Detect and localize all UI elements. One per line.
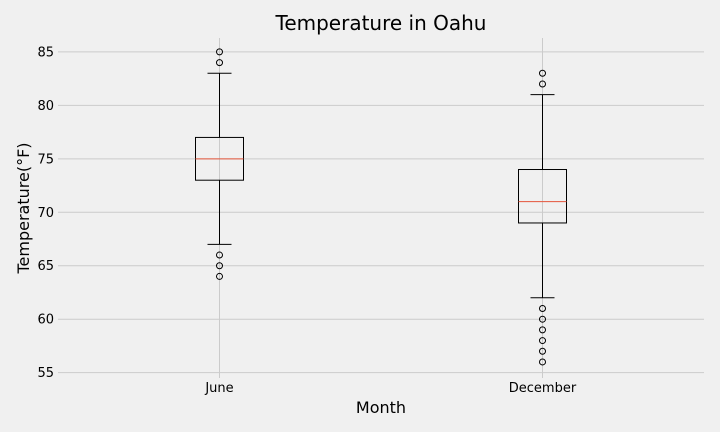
- outlier-point: [216, 262, 223, 270]
- outlier-point: [539, 315, 546, 323]
- x-tick-label: December: [509, 381, 577, 396]
- outlier-point: [216, 251, 223, 259]
- outlier-point: [539, 347, 546, 355]
- y-axis-ticks: 55 60 65 70 75 80 85: [37, 45, 54, 381]
- y-tick-label: 75: [37, 152, 54, 167]
- y-tick-label: 80: [37, 99, 54, 114]
- outlier-point: [216, 59, 223, 67]
- outlier-point: [539, 358, 546, 366]
- iqr-box: [518, 169, 567, 224]
- y-tick-label: 55: [37, 366, 54, 381]
- y-axis-label: Temperature(°F): [14, 142, 33, 274]
- outlier-point: [539, 305, 546, 313]
- boxes: [195, 48, 567, 366]
- y-tick-label: 65: [37, 259, 54, 274]
- outlier-point: [216, 48, 223, 56]
- y-tick-label: 85: [37, 45, 54, 60]
- y-tick-label: 70: [37, 206, 54, 221]
- outlier-point: [539, 326, 546, 334]
- outlier-point: [216, 272, 223, 280]
- box-december: [518, 69, 567, 366]
- outlier-point: [539, 337, 546, 345]
- outlier-point: [539, 69, 546, 77]
- chart-title: Temperature in Oahu: [275, 11, 487, 35]
- y-tick-label: 60: [37, 313, 54, 328]
- outlier-point: [539, 80, 546, 88]
- box-june: [195, 48, 244, 280]
- x-axis-label: Month: [356, 398, 406, 417]
- grid: [58, 38, 704, 378]
- x-axis-ticks: June December: [204, 381, 577, 396]
- x-tick-label: June: [204, 381, 233, 396]
